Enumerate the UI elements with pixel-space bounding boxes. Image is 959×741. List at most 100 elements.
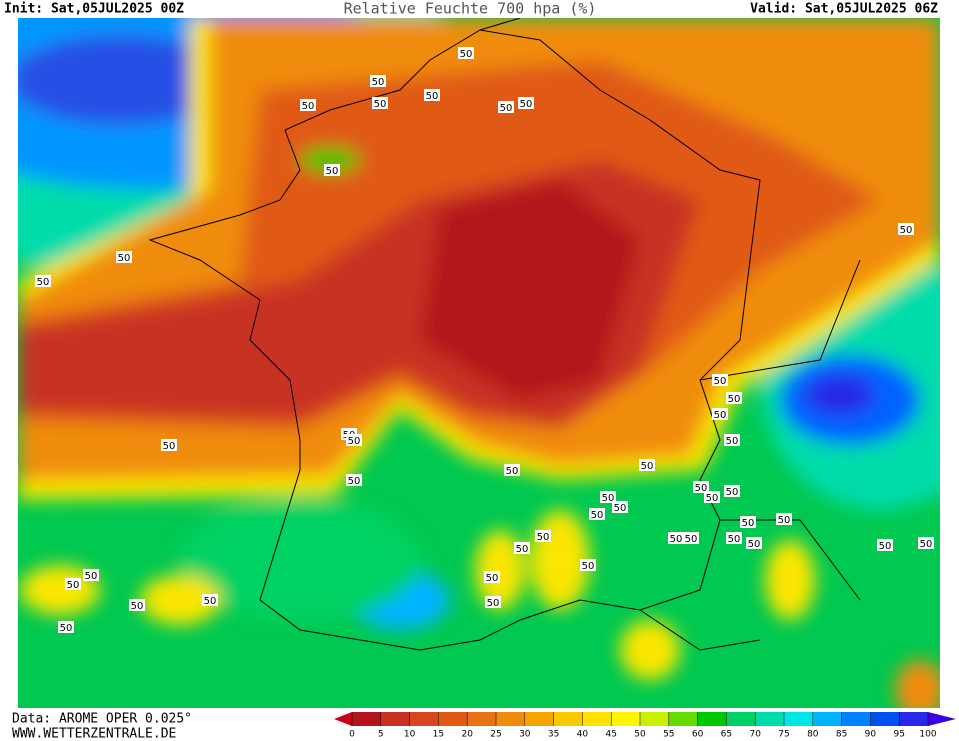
contour-label: 50 xyxy=(486,573,499,584)
contour-label: 50 xyxy=(748,539,761,550)
contour-label-box xyxy=(58,621,74,633)
colorbar-tick-label: 65 xyxy=(721,730,732,740)
map-title: Relative Feuchte 700 hpa (%) xyxy=(344,0,597,18)
colorbar-segment xyxy=(899,712,928,726)
colorbar-tick-label: 95 xyxy=(893,730,904,740)
contour-label-box xyxy=(161,439,177,451)
colorbar-segment xyxy=(467,712,496,726)
contour-label-box xyxy=(704,491,720,503)
init-time: Init: Sat,05JUL2025 00Z xyxy=(4,2,184,17)
contour-label-box xyxy=(202,594,218,606)
colorbar-segment xyxy=(553,712,583,726)
contour-label-box xyxy=(580,559,596,571)
contour-label-box xyxy=(712,408,728,420)
contour-label: 50 xyxy=(900,225,913,236)
contour-label-box xyxy=(372,97,388,109)
contour-label: 50 xyxy=(778,515,791,526)
contour-label-box xyxy=(600,491,616,503)
colorbar-tick-label: 35 xyxy=(548,730,559,740)
contour-label: 50 xyxy=(204,596,217,607)
colorbar-tick-label: 55 xyxy=(663,730,674,740)
contour-label-box xyxy=(740,516,756,528)
contour-label-box xyxy=(639,459,655,471)
contour-label-box xyxy=(535,530,551,542)
contour-label-box xyxy=(35,275,51,287)
contour-label: 50 xyxy=(85,571,98,582)
contour-label: 50 xyxy=(516,544,529,555)
contour-label-box xyxy=(370,75,386,87)
colorbar-tick-label: 60 xyxy=(692,730,704,740)
colorbar-tick-label: 25 xyxy=(490,730,501,740)
colorbar-segment xyxy=(812,712,842,726)
colorbar-segment xyxy=(380,712,410,726)
colorbar-tick-label: 100 xyxy=(919,730,936,740)
contour-label-box xyxy=(612,501,628,513)
contour-labels: 50 50 50 50 50 50 50 50 50 50 50 50 50 50 50 50 50 50 50 50… xyxy=(35,47,934,634)
colorbar-segment xyxy=(755,712,784,726)
country-borders xyxy=(148,18,861,651)
contour-label: 50 xyxy=(426,91,439,102)
data-source: Data: AROME OPER 0.025° xyxy=(12,712,192,727)
contour-label: 50 xyxy=(728,534,741,545)
contour-label-box xyxy=(518,97,534,109)
contour-label-box xyxy=(129,599,145,611)
contour-label: 50 xyxy=(742,518,755,529)
valid-time: Valid: Sat,05JUL2025 06Z xyxy=(750,2,938,17)
colorbar-over-arrow xyxy=(928,712,956,726)
website: WWW.WETTERZENTRALE.DE xyxy=(12,727,176,741)
contour-label: 50 xyxy=(685,534,698,545)
contour-label: 50 xyxy=(726,487,739,498)
colorbar-tick-label: 90 xyxy=(865,730,877,740)
colorbar-tick-label: 75 xyxy=(778,730,789,740)
contour-label: 50 xyxy=(372,77,385,88)
contour-label-box xyxy=(346,474,362,486)
colorbar-segment xyxy=(524,712,554,726)
contour-label: 50 xyxy=(706,493,719,504)
contour-label-box xyxy=(498,101,514,113)
colorbar-tick-label: 20 xyxy=(461,730,473,740)
contour-label: 50 xyxy=(60,623,73,634)
contour-label: 50 xyxy=(614,503,627,514)
contour-label-box xyxy=(668,532,684,544)
colorbar-segment xyxy=(438,712,468,726)
contour-label-box xyxy=(712,374,728,386)
contour-label: 50 xyxy=(326,166,339,177)
colorbar-segment xyxy=(870,712,900,726)
contour-label: 50 xyxy=(163,441,176,452)
contour-label: 50 xyxy=(302,101,315,112)
colorbar-tick-label: 5 xyxy=(378,730,384,740)
colorbar-segment xyxy=(409,712,439,726)
colorbar-tick-label: 30 xyxy=(519,730,531,740)
contour-label: 50 xyxy=(695,483,708,494)
contour-label: 50 xyxy=(487,598,500,609)
contour-label: 50 xyxy=(37,277,50,288)
contour-label: 50 xyxy=(348,436,361,447)
colorbar-segment xyxy=(582,712,612,726)
contour-label: 50 xyxy=(374,99,387,110)
contour-label: 50 xyxy=(641,461,654,472)
colorbar-tick-label: 15 xyxy=(433,730,444,740)
colorbar-tick-label: 50 xyxy=(634,730,646,740)
colorbar-segment xyxy=(496,712,525,726)
contour-label-box xyxy=(504,464,520,476)
contour-label-box xyxy=(898,223,914,235)
contour-label-box xyxy=(683,532,699,544)
contour-label-box xyxy=(724,434,740,446)
colorbar-under-arrow xyxy=(334,712,352,726)
colorbar-segment xyxy=(640,712,669,726)
colorbar-segment xyxy=(784,712,813,726)
contour-label: 50 xyxy=(714,376,727,387)
colorbar-segment xyxy=(668,712,698,726)
contour-label: 50 xyxy=(714,410,727,421)
contour-label: 50 xyxy=(728,394,741,405)
colorbar-tick-label: 40 xyxy=(577,730,589,740)
contour-label: 50 xyxy=(537,532,550,543)
colorbar-segment xyxy=(697,712,727,726)
contour-label-box xyxy=(484,571,500,583)
contour-label-box xyxy=(877,539,893,551)
contour-label-box xyxy=(324,164,340,176)
contour-label-box xyxy=(726,392,742,404)
contour-label-box xyxy=(918,537,934,549)
contour-label: 50 xyxy=(582,561,595,572)
